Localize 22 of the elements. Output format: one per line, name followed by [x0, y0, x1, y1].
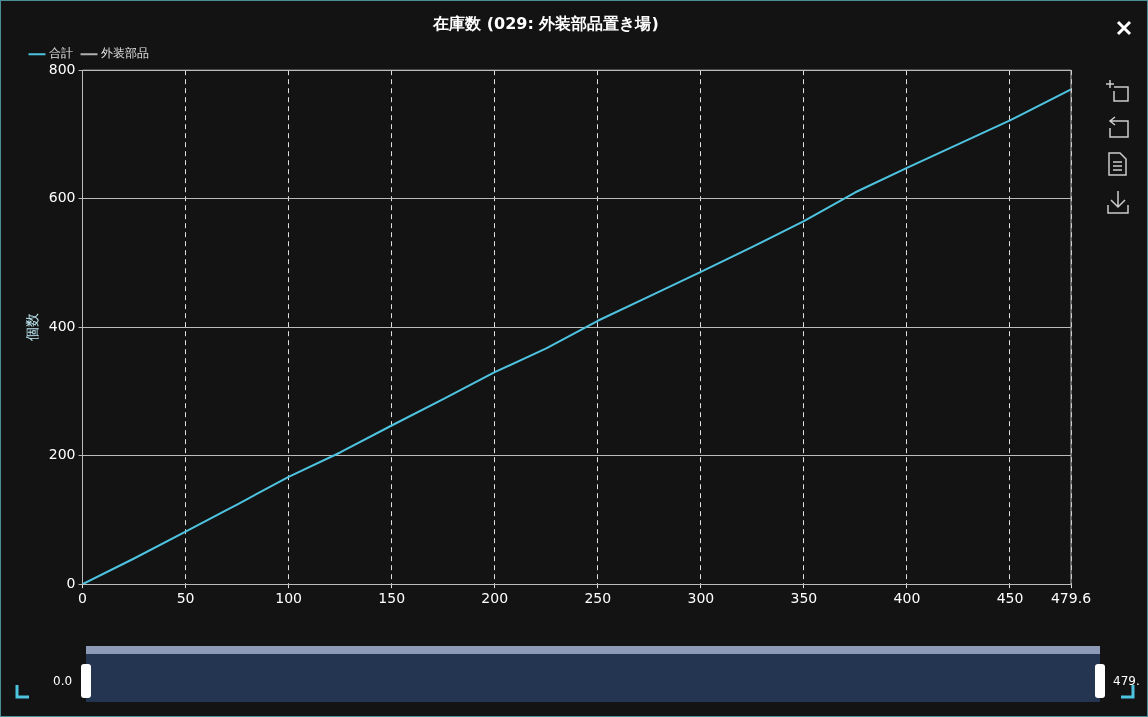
y-tick-label: 0	[66, 574, 76, 591]
y-tick-label: 400	[48, 317, 76, 334]
x-tick-label: 350	[790, 590, 818, 607]
y-tick-label: 600	[48, 189, 76, 206]
text: 479.	[1113, 674, 1140, 688]
x-tick-label: 200	[481, 590, 509, 607]
x-tick-label: 400	[893, 590, 921, 607]
x-tick-label: 100	[275, 590, 302, 607]
y-tick-label: 200	[48, 446, 76, 463]
text: 0.0	[53, 674, 73, 688]
x-tick-label: 450	[996, 590, 1024, 607]
chart-title: 在庫数 (029: 外装部品置き場)	[432, 13, 659, 33]
x-tick-label: 0	[78, 590, 87, 607]
legend-label: 外装部品	[101, 46, 149, 61]
y-axis-title: 個数	[24, 313, 41, 342]
x-tick-label: 300	[687, 590, 715, 607]
x-tick-label: 479.6	[1050, 590, 1092, 607]
x-tick-label: 50	[176, 590, 195, 607]
x-tick-label: 250	[584, 590, 612, 607]
y-tick-label: 800	[48, 60, 76, 77]
x-tick-label: 150	[378, 590, 406, 607]
legend-label: 合計	[49, 46, 73, 61]
